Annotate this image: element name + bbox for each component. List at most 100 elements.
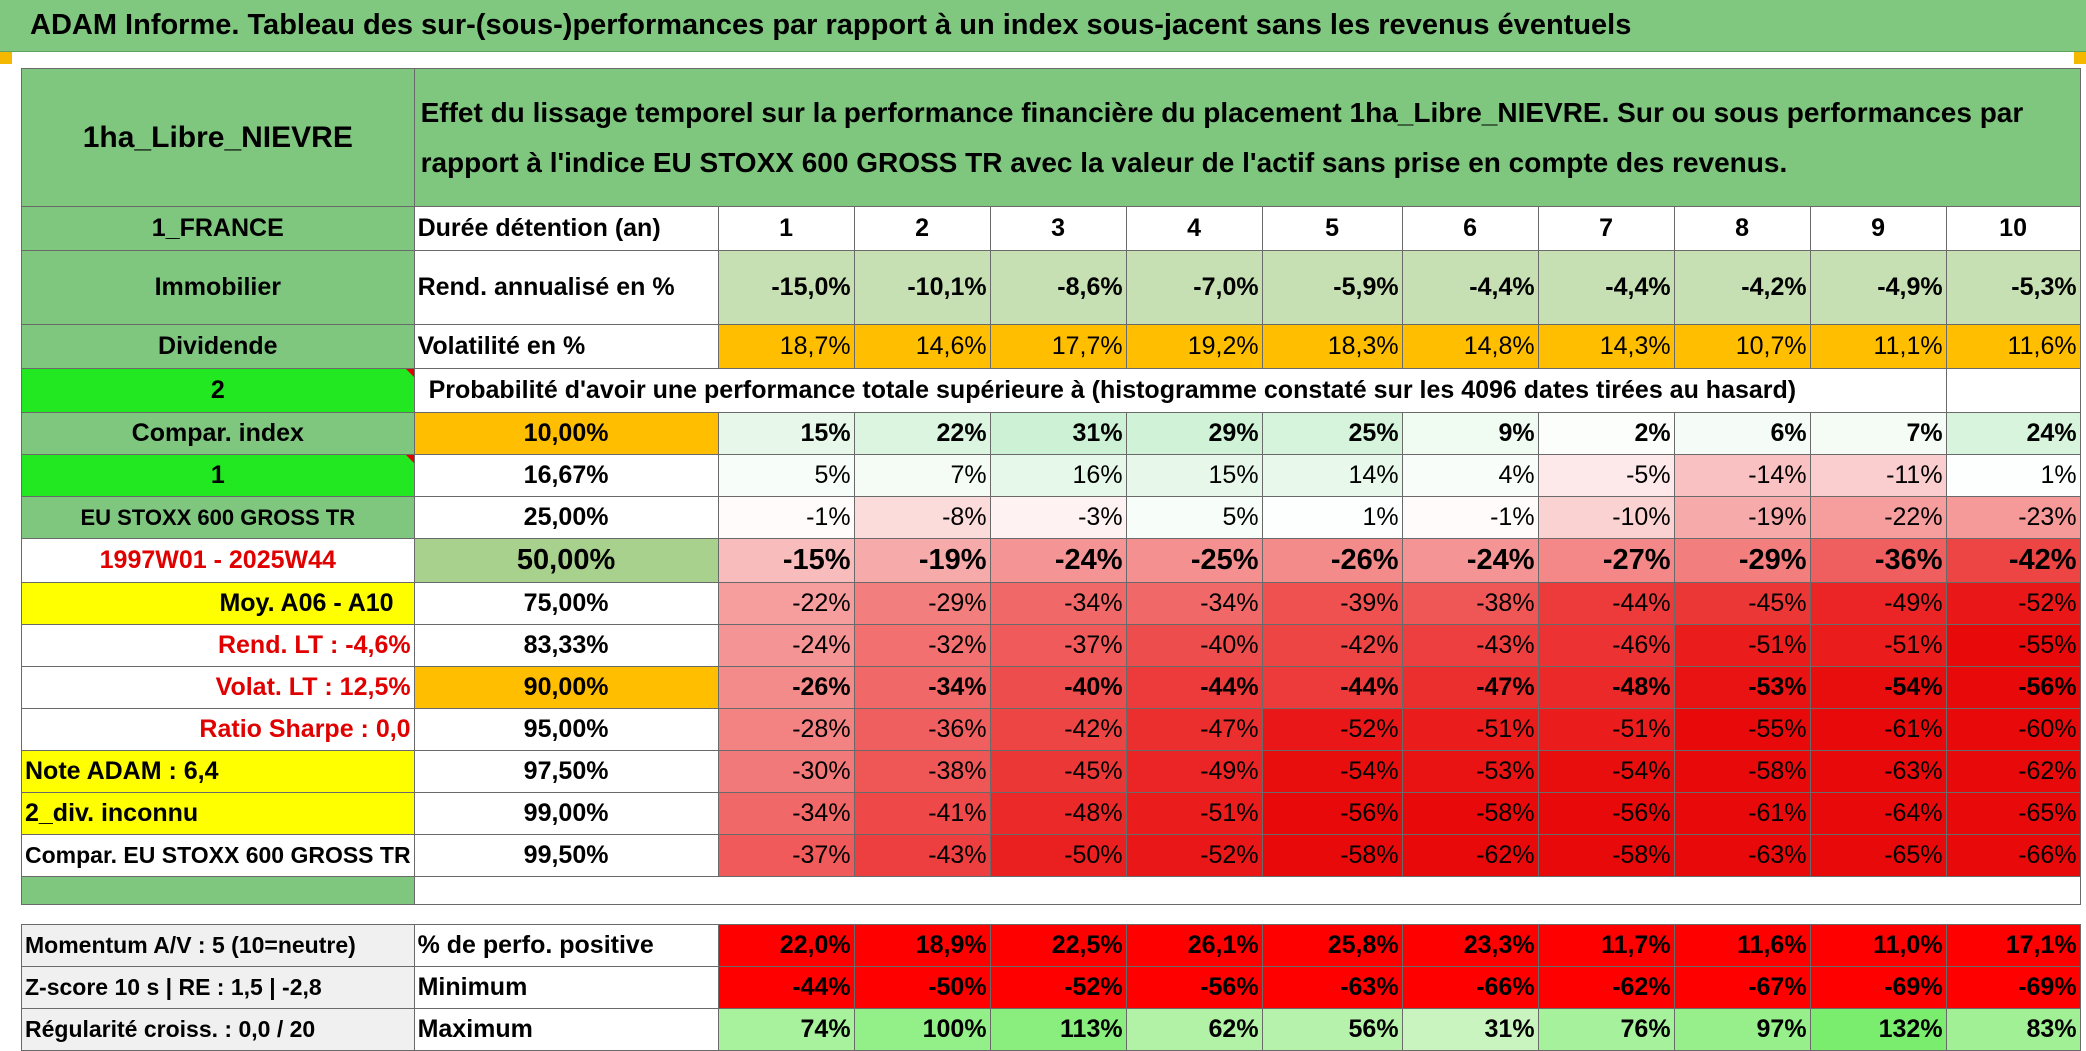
probability-cell: 1% bbox=[1261, 496, 1403, 539]
probability-cell: -25% bbox=[1125, 538, 1263, 583]
minimum-row: Z-score 10 s | RE : 1,5 | -2,8 Minimum -44… bbox=[21, 966, 2081, 1009]
probability-cell: 22% bbox=[853, 412, 991, 455]
probability-cell: -14% bbox=[1673, 454, 1811, 497]
probability-cell: -64% bbox=[1809, 792, 1947, 835]
probability-cell: -27% bbox=[1537, 538, 1675, 583]
probability-cell: -60% bbox=[1945, 708, 2081, 751]
minimum-value: -67% bbox=[1673, 966, 1811, 1009]
probability-cell: -37% bbox=[989, 624, 1127, 667]
positive-performance-value: 25,8% bbox=[1261, 924, 1403, 967]
probability-cell: -34% bbox=[717, 792, 855, 835]
probability-cell: -34% bbox=[1125, 582, 1263, 625]
probability-cell: -43% bbox=[1401, 624, 1539, 667]
long-term-volatility: Volat. LT : 12,5% bbox=[21, 666, 415, 709]
probability-row: Moy. A06 - A10 75,00% -22% -29% -34% -34% -39%… bbox=[21, 582, 2081, 625]
year-header: 9 bbox=[1809, 206, 1947, 251]
probability-cell: -49% bbox=[1125, 750, 1263, 793]
probability-cell: -54% bbox=[1261, 750, 1403, 793]
probability-cell: -46% bbox=[1537, 624, 1675, 667]
probability-cell: -58% bbox=[1261, 834, 1403, 877]
return-value: -5,3% bbox=[1945, 250, 2081, 325]
threshold-label: 75,00% bbox=[413, 582, 719, 625]
return-value: -4,4% bbox=[1537, 250, 1675, 325]
maximum-value: 83% bbox=[1945, 1008, 2081, 1051]
probability-cell: 14% bbox=[1261, 454, 1403, 497]
probability-cell: 5% bbox=[1125, 496, 1263, 539]
volatility-value: 11,6% bbox=[1945, 324, 2081, 369]
threshold-label: 97,50% bbox=[413, 750, 719, 793]
probability-cell: -23% bbox=[1945, 496, 2081, 539]
threshold-label: 16,67% bbox=[413, 454, 719, 497]
volatility-value: 10,7% bbox=[1673, 324, 1811, 369]
probability-row: 2_div. inconnu 99,00% -34% -41% -48% -51% -56%… bbox=[21, 792, 2081, 835]
spacer-row bbox=[21, 876, 2081, 905]
probability-cell: -52% bbox=[1125, 834, 1263, 877]
title-bar: ADAM Informe. Tableau des sur-(sous-)per… bbox=[0, 0, 2086, 52]
probability-cell: -3% bbox=[989, 496, 1127, 539]
category-label: Immobilier bbox=[21, 250, 415, 325]
probability-cell: -63% bbox=[1673, 834, 1811, 877]
probability-cell: -65% bbox=[1945, 792, 2081, 835]
header-row: 1ha_Libre_NIEVRE Effet du lissage tempor… bbox=[21, 68, 2081, 207]
probability-cell: -42% bbox=[1945, 538, 2081, 583]
positive-performance-value: 18,9% bbox=[853, 924, 991, 967]
probability-cell: -52% bbox=[1261, 708, 1403, 751]
probability-cell: -24% bbox=[1401, 538, 1539, 583]
probability-cell: -8% bbox=[853, 496, 991, 539]
probability-cell: -40% bbox=[1125, 624, 1263, 667]
probability-row: EU STOXX 600 GROSS TR 25,00% -1% -8% -3% 5% 1%… bbox=[21, 496, 2081, 539]
threshold-label: 25,00% bbox=[413, 496, 719, 539]
probability-cell: -58% bbox=[1537, 834, 1675, 877]
threshold-label: 95,00% bbox=[413, 708, 719, 751]
threshold-label: 83,33% bbox=[413, 624, 719, 667]
year-header: 2 bbox=[853, 206, 991, 251]
positive-performance-value: 22,0% bbox=[717, 924, 855, 967]
probability-cell: -44% bbox=[1125, 666, 1263, 709]
probability-cell: -22% bbox=[717, 582, 855, 625]
probability-cell: -62% bbox=[1945, 750, 2081, 793]
volatility-row: Dividende Volatilité en % 18,7% 14,6% 17,7… bbox=[21, 324, 2081, 369]
threshold-label: 10,00% bbox=[413, 412, 719, 455]
return-value: -15,0% bbox=[717, 250, 855, 325]
positive-performance-label: % de perfo. positive bbox=[413, 924, 719, 967]
probability-cell: -26% bbox=[1261, 538, 1403, 583]
probability-cell: -63% bbox=[1809, 750, 1947, 793]
threshold-label: 90,00% bbox=[413, 666, 719, 709]
maximum-value: 62% bbox=[1125, 1008, 1263, 1051]
volatility-value: 18,7% bbox=[717, 324, 855, 369]
return-value: -5,9% bbox=[1261, 250, 1403, 325]
minimum-label: Minimum bbox=[413, 966, 719, 1009]
performance-table: 1ha_Libre_NIEVRE Effet du lissage tempor… bbox=[21, 68, 2081, 1051]
probability-cell: -36% bbox=[1809, 538, 1947, 583]
probability-cell: -50% bbox=[989, 834, 1127, 877]
probability-cell: -11% bbox=[1809, 454, 1947, 497]
probability-cell: -39% bbox=[1261, 582, 1403, 625]
maximum-side-label: Régularité croiss. : 0,0 / 20 bbox=[21, 1008, 415, 1051]
positive-performance-side-label: Momentum A/V : 5 (10=neutre) bbox=[21, 924, 415, 967]
probability-cell: -22% bbox=[1809, 496, 1947, 539]
probability-cell: 15% bbox=[1125, 454, 1263, 497]
table-description: Effet du lissage temporel sur la perform… bbox=[413, 68, 2081, 207]
return-label: Rend. annualisé en % bbox=[413, 250, 719, 325]
probability-cell: -62% bbox=[1401, 834, 1539, 877]
probability-cell: -51% bbox=[1401, 708, 1539, 751]
probability-row: Note ADAM : 6,4 97,50% -30% -38% -45% -49% -54… bbox=[21, 750, 2081, 793]
probability-cell: -43% bbox=[853, 834, 991, 877]
probability-cell: -61% bbox=[1673, 792, 1811, 835]
positive-performance-row: Momentum A/V : 5 (10=neutre)% de perfo. … bbox=[21, 924, 2081, 967]
comparison-label: Compar. EU STOXX 600 GROSS TR bbox=[21, 834, 415, 877]
probability-cell: 7% bbox=[853, 454, 991, 497]
period-label: 1997W01 - 2025W44 bbox=[21, 538, 415, 583]
spacer-cell bbox=[413, 876, 2081, 905]
probability-cell: -36% bbox=[853, 708, 991, 751]
maximum-value: 74% bbox=[717, 1008, 855, 1051]
volatility-value: 19,2% bbox=[1125, 324, 1263, 369]
probability-cell: -37% bbox=[717, 834, 855, 877]
probability-cell: -58% bbox=[1401, 792, 1539, 835]
return-value: -4,9% bbox=[1809, 250, 1947, 325]
long-term-return: Rend. LT : -4,6% bbox=[21, 624, 415, 667]
minimum-value: -69% bbox=[1809, 966, 1947, 1009]
probability-caption-row: 2 Probabilité d'avoir une performance to… bbox=[21, 368, 2081, 413]
probability-cell: -42% bbox=[989, 708, 1127, 751]
